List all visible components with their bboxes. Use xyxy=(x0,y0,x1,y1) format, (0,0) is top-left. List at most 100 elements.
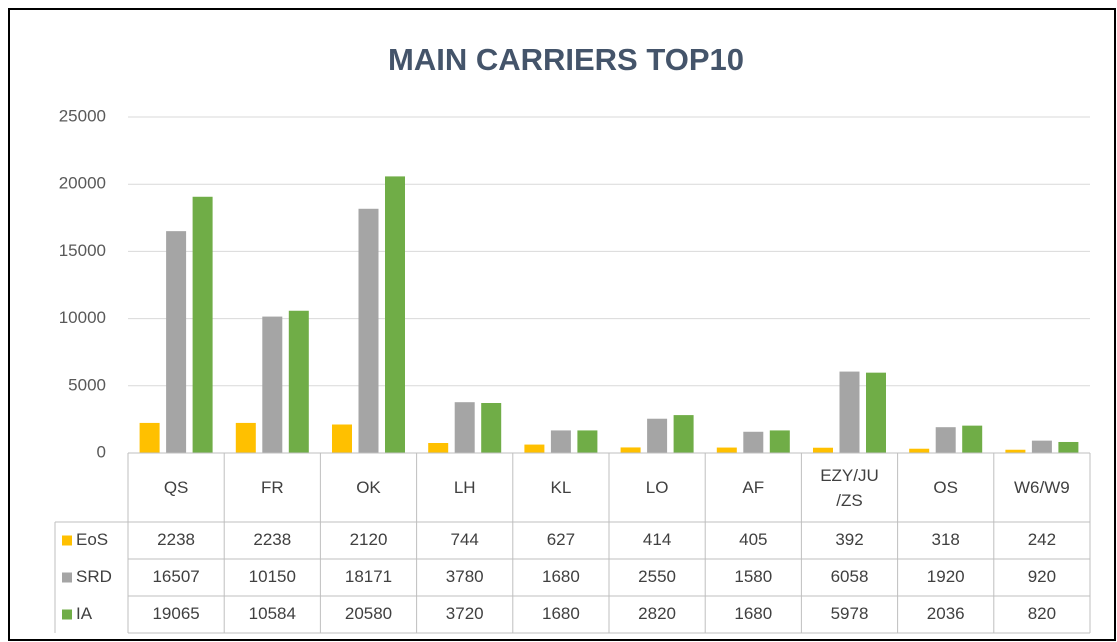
bar xyxy=(620,447,641,453)
x-tick-label: LO xyxy=(609,453,705,522)
y-tick-label: 20000 xyxy=(59,174,106,193)
table-value: 1920 xyxy=(927,567,965,586)
x-tick-text: W6/W9 xyxy=(1014,478,1070,497)
x-tick-text: AF xyxy=(742,478,765,497)
x-tick-text: OS xyxy=(933,478,958,497)
bar xyxy=(743,431,764,453)
bar xyxy=(1005,449,1026,453)
table-value: 1680 xyxy=(542,604,580,623)
category-cell: KL xyxy=(513,453,609,522)
table-value: 18171 xyxy=(345,567,392,586)
x-tick-label: OK xyxy=(320,453,416,522)
table-value: 3720 xyxy=(446,604,484,623)
bar xyxy=(1031,440,1052,453)
table-value: 1680 xyxy=(542,567,580,586)
x-tick-label: OS xyxy=(898,453,994,522)
category-cell: EZY/JU/ZS xyxy=(801,453,897,522)
table-value: 2820 xyxy=(638,604,676,623)
y-tick-label: 5000 xyxy=(68,375,106,394)
table-value: 2550 xyxy=(638,567,676,586)
legend-key xyxy=(62,535,72,546)
table-value: 10584 xyxy=(249,604,296,623)
table-value: 20580 xyxy=(345,604,392,623)
table-value: 2036 xyxy=(927,604,965,623)
x-tick-text: KL xyxy=(550,478,572,497)
x-tick-label: FR xyxy=(224,453,320,522)
bar xyxy=(332,424,352,453)
x-tick-label: EZY/JU/ZS xyxy=(801,453,897,522)
bar xyxy=(235,422,256,453)
table-value: 2238 xyxy=(253,530,291,549)
chart-title: MAIN CARRIERS TOP10 xyxy=(388,42,744,77)
y-tick-label: 0 xyxy=(97,442,106,461)
x-tick-text: LH xyxy=(453,478,476,497)
bar xyxy=(962,425,983,453)
legend-label: EoS xyxy=(76,530,108,549)
table-value: 6058 xyxy=(831,567,869,586)
category-cell: LO xyxy=(609,453,705,522)
bar xyxy=(550,430,571,453)
bar xyxy=(935,427,956,453)
bar xyxy=(866,372,886,453)
legend-label: SRD xyxy=(76,567,112,586)
table-value: 392 xyxy=(835,530,863,549)
bar xyxy=(139,422,160,453)
bar xyxy=(166,231,187,453)
bar xyxy=(577,430,598,453)
bar xyxy=(385,176,405,454)
category-cell: W6/W9 xyxy=(994,453,1090,522)
bar xyxy=(481,403,502,453)
table-value: 10150 xyxy=(249,567,296,586)
bar xyxy=(769,430,790,453)
category-cell: OK xyxy=(320,453,416,522)
category-cell: FR xyxy=(224,453,320,522)
table-value: 242 xyxy=(1028,530,1056,549)
bar xyxy=(524,444,545,453)
bar xyxy=(813,447,833,453)
table-value: 414 xyxy=(643,530,671,549)
y-tick-label: 25000 xyxy=(59,106,106,125)
table-value: 820 xyxy=(1028,604,1056,623)
bar xyxy=(1058,441,1079,453)
bar xyxy=(647,418,668,453)
x-tick-text: LO xyxy=(645,478,669,497)
bar xyxy=(839,371,860,453)
bar xyxy=(288,310,309,453)
bar xyxy=(673,415,694,453)
y-tick-label: 15000 xyxy=(59,241,106,260)
table-value: 5978 xyxy=(831,604,869,623)
table-value: 19065 xyxy=(152,604,199,623)
y-tick-label: 10000 xyxy=(59,308,106,327)
x-tick-text: EZY/JU/ZS xyxy=(820,465,879,510)
category-cell: OS xyxy=(898,453,994,522)
bar xyxy=(428,443,449,453)
bar xyxy=(909,448,930,453)
x-tick-label: AF xyxy=(705,453,801,522)
table-value: 627 xyxy=(547,530,575,549)
category-cell: AF xyxy=(705,453,801,522)
table-value: 920 xyxy=(1028,567,1056,586)
x-tick-text: OK xyxy=(356,478,381,497)
table-value: 16507 xyxy=(152,567,199,586)
table-value: 318 xyxy=(932,530,960,549)
x-tick-label: QS xyxy=(128,453,224,522)
x-tick-text: QS xyxy=(163,478,189,497)
table-value: 3780 xyxy=(446,567,484,586)
x-tick-label: LH xyxy=(417,453,513,522)
x-tick-label: KL xyxy=(513,453,609,522)
table-value: 1680 xyxy=(734,604,772,623)
table-value: 405 xyxy=(739,530,767,549)
table-value: 2238 xyxy=(157,530,195,549)
x-tick-text: FR xyxy=(260,478,284,497)
bar xyxy=(454,402,475,453)
legend-key xyxy=(62,572,72,583)
category-cell: LH xyxy=(417,453,513,522)
bar xyxy=(716,447,737,453)
bar xyxy=(262,316,283,453)
table-value: 1580 xyxy=(734,567,772,586)
table-value: 2120 xyxy=(350,530,388,549)
x-tick-label: W6/W9 xyxy=(994,453,1090,522)
legend-key xyxy=(62,609,72,620)
